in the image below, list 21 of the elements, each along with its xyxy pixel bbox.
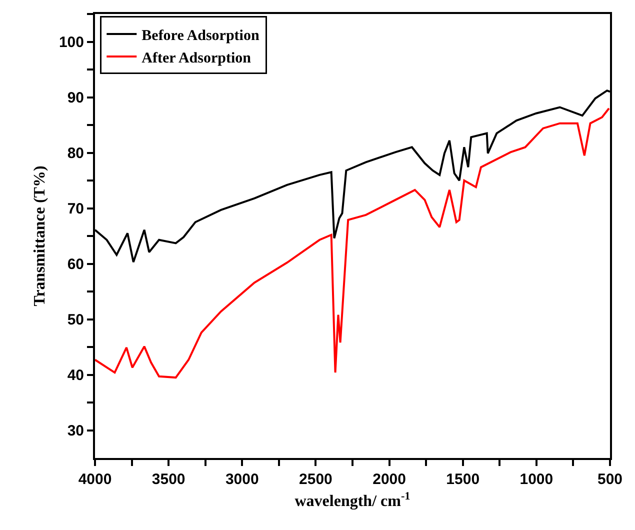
y-tick-label: 80 bbox=[67, 145, 84, 162]
x-tick-label: 3000 bbox=[225, 471, 259, 488]
y-tick-label: 50 bbox=[67, 312, 84, 328]
x-tick-label: 1500 bbox=[446, 471, 480, 488]
x-axis-title: wavelength/ cm$^{-1}$ bbox=[294, 490, 411, 510]
y-axis-title: Transmittance (T%) bbox=[31, 166, 48, 306]
y-tick-label: 70 bbox=[67, 200, 84, 218]
x-tick-label: 500 bbox=[597, 471, 623, 488]
legend-label: After Adsorption bbox=[142, 50, 252, 66]
x-tick-label: 2000 bbox=[372, 471, 406, 488]
x-tick-label: 2500 bbox=[299, 471, 332, 488]
y-tick-label: 60 bbox=[67, 256, 84, 273]
line-series bbox=[95, 107, 610, 379]
x-tick-label: 4000 bbox=[78, 471, 112, 488]
y-tick-label: 40 bbox=[67, 367, 84, 384]
x-tick-label: 3500 bbox=[152, 471, 186, 488]
legend-label: Before Adsorption bbox=[142, 28, 260, 44]
y-tick-label: 30 bbox=[67, 422, 84, 440]
x-tick-label: 1000 bbox=[520, 471, 554, 488]
y-tick-label: 90 bbox=[67, 90, 84, 106]
y-tick-label: 100 bbox=[58, 34, 84, 51]
